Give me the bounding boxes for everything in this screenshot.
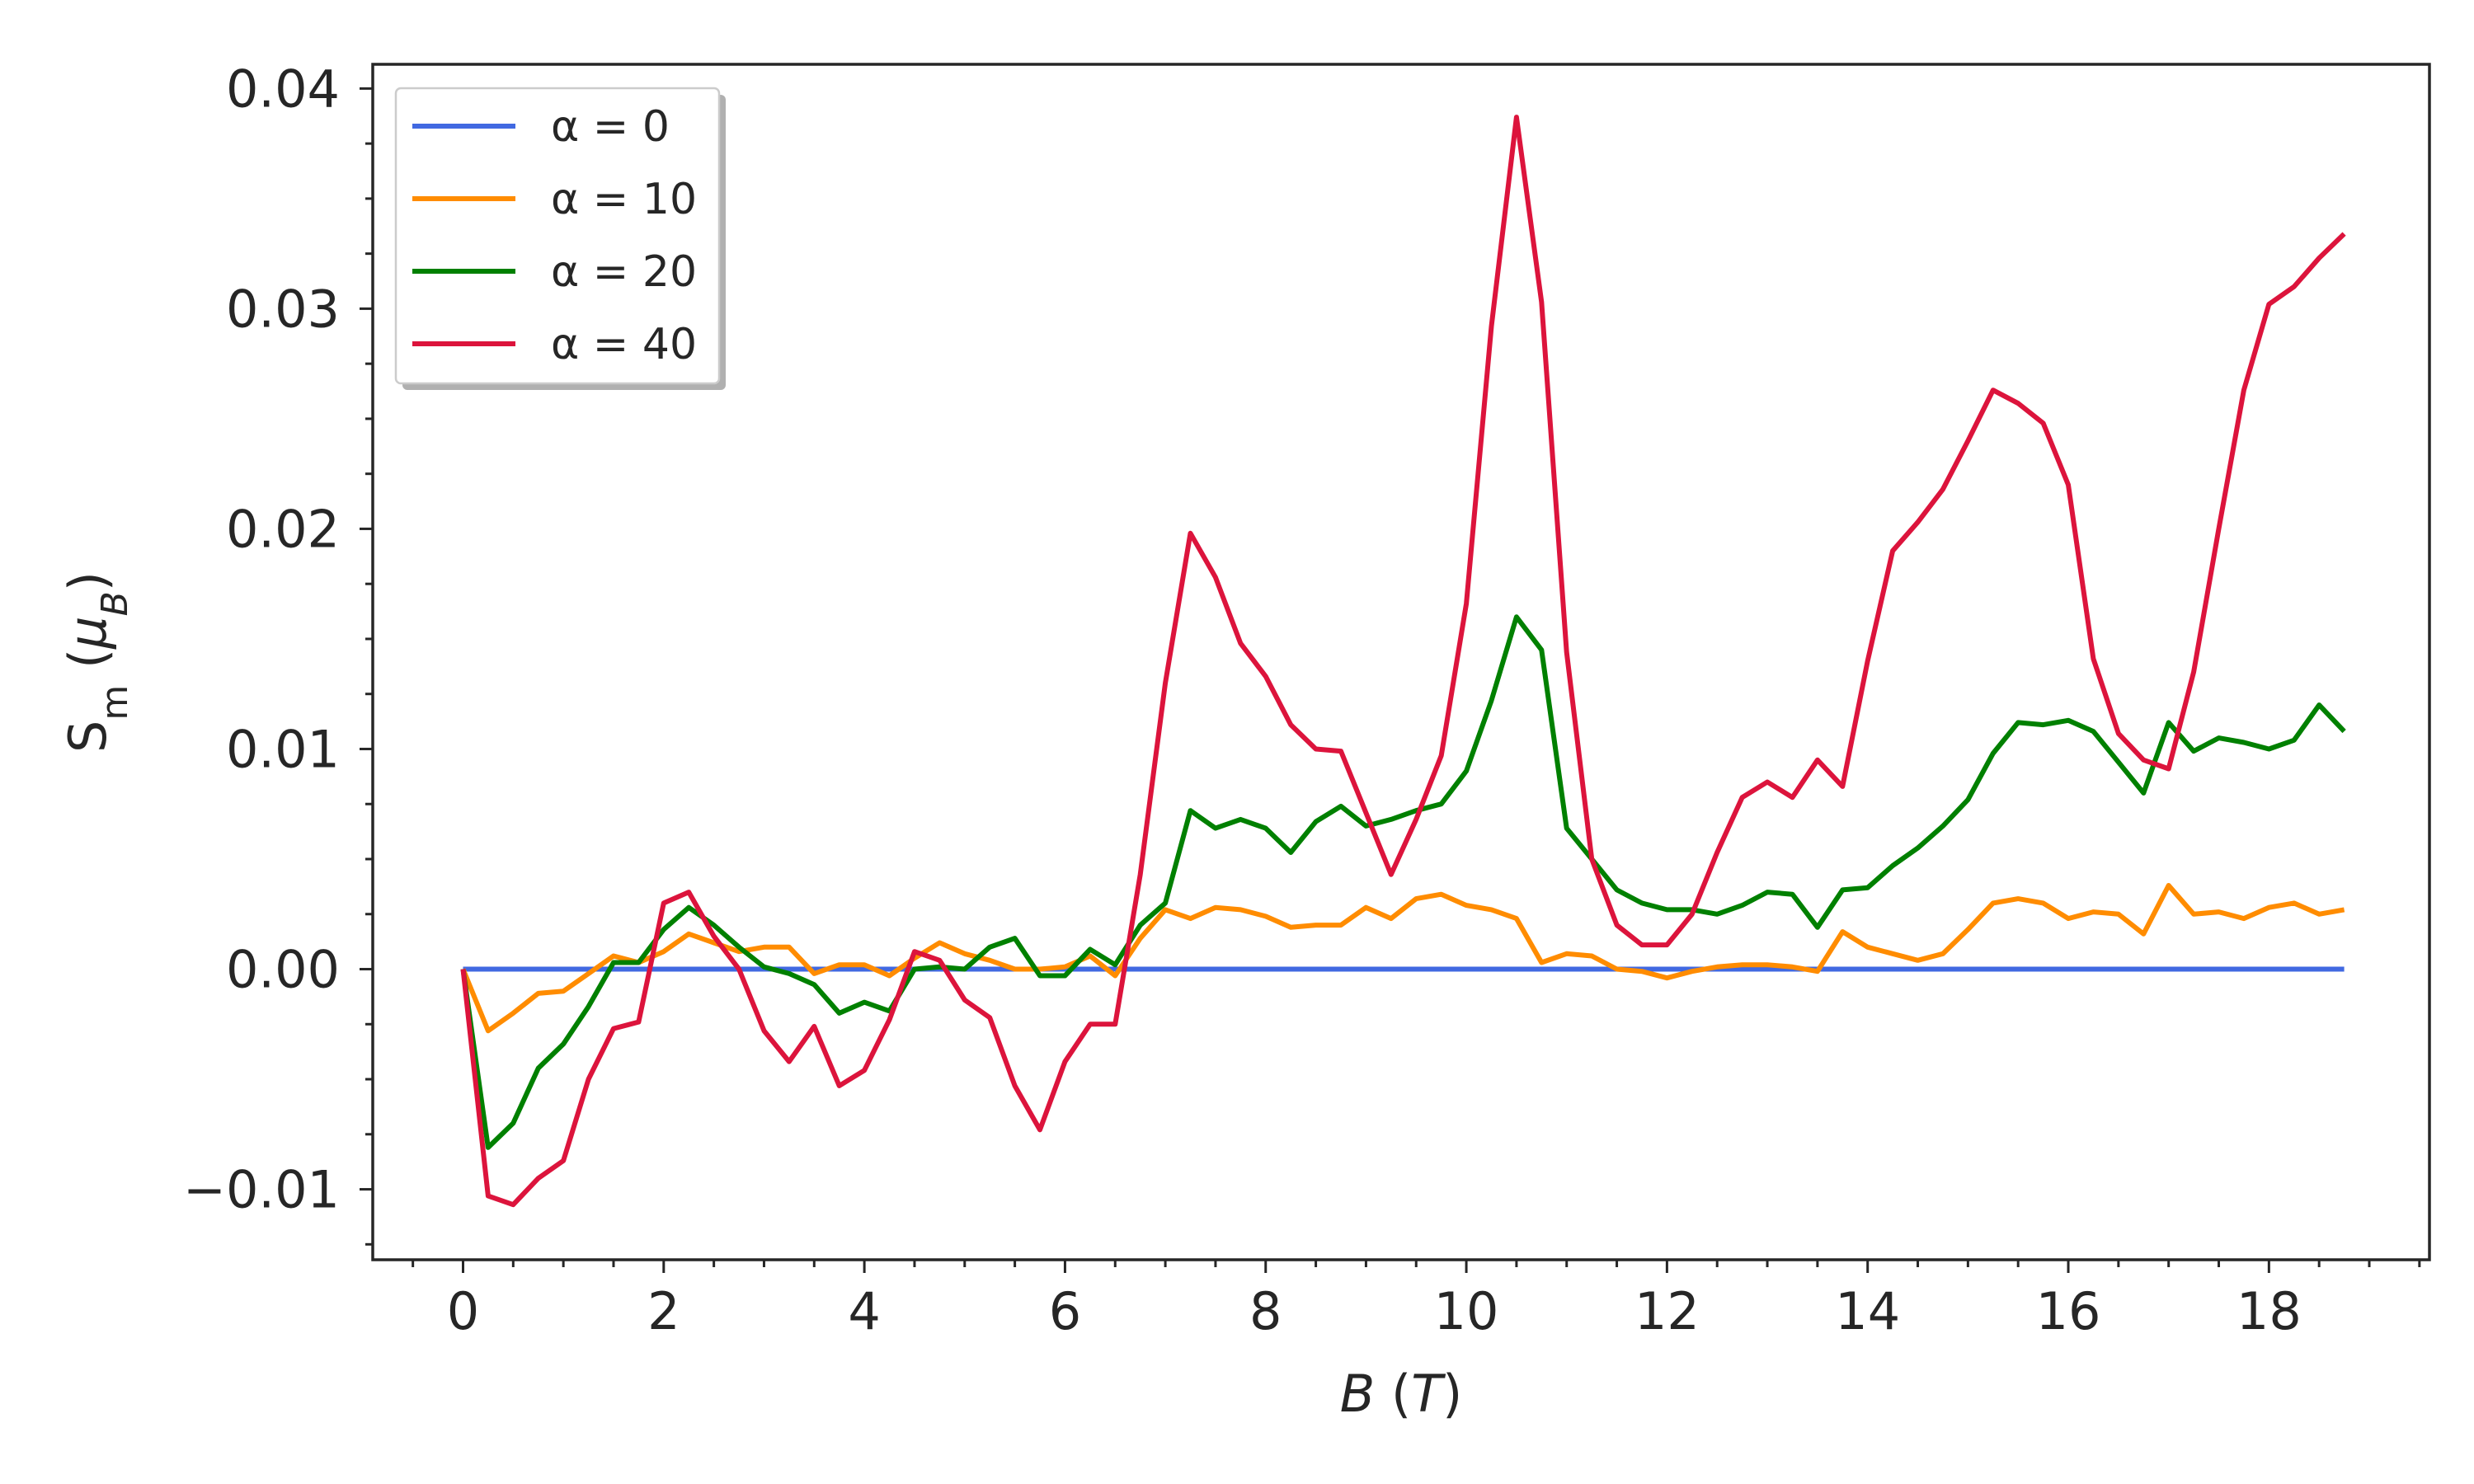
x-tick-label: 10 (1434, 1281, 1499, 1341)
legend-label: α = 40 (551, 320, 697, 369)
series-line-1 (460, 883, 2345, 1034)
y-tick-label: 0.04 (226, 59, 340, 119)
legend-box (394, 87, 721, 385)
y-tick-label: 0.03 (226, 279, 340, 339)
x-tick-label: 0 (447, 1281, 479, 1341)
axis-ticks: 0 2 4 6 8 10 12 14 16 18 −0.01 0.00 0.01 0.02 0.03 0.04 (183, 59, 2421, 1341)
legend-label: α = 10 (551, 175, 697, 224)
series-line-3 (460, 115, 2346, 1208)
x-tick-label: 12 (1634, 1281, 1700, 1341)
x-tick-label: 8 (1249, 1281, 1282, 1341)
y-axis-label: Sm (μB) (58, 571, 136, 753)
x-tick-label: 6 (1049, 1281, 1081, 1341)
x-tick-label: 14 (1835, 1281, 1900, 1341)
y-tick-label: 0.02 (226, 499, 340, 559)
series-line-2 (460, 614, 2346, 1150)
y-tick-label: −0.01 (183, 1160, 340, 1220)
y-tick-label: 0.00 (226, 940, 340, 1000)
legend-label: α = 20 (551, 247, 697, 297)
series-lines (460, 115, 2346, 1208)
x-tick-label: 4 (848, 1281, 880, 1341)
x-tick-label: 2 (647, 1281, 680, 1341)
x-tick-label: 18 (2236, 1281, 2302, 1341)
x-axis-label: B (T) (1340, 1364, 1463, 1424)
legend-label: α = 0 (551, 102, 670, 152)
legend: α = 0 α = 10 α = 20 α = 40 (394, 87, 726, 390)
x-tick-label: 16 (2036, 1281, 2101, 1341)
plot-frame (371, 63, 2431, 1261)
y-tick-label: 0.01 (226, 719, 340, 779)
